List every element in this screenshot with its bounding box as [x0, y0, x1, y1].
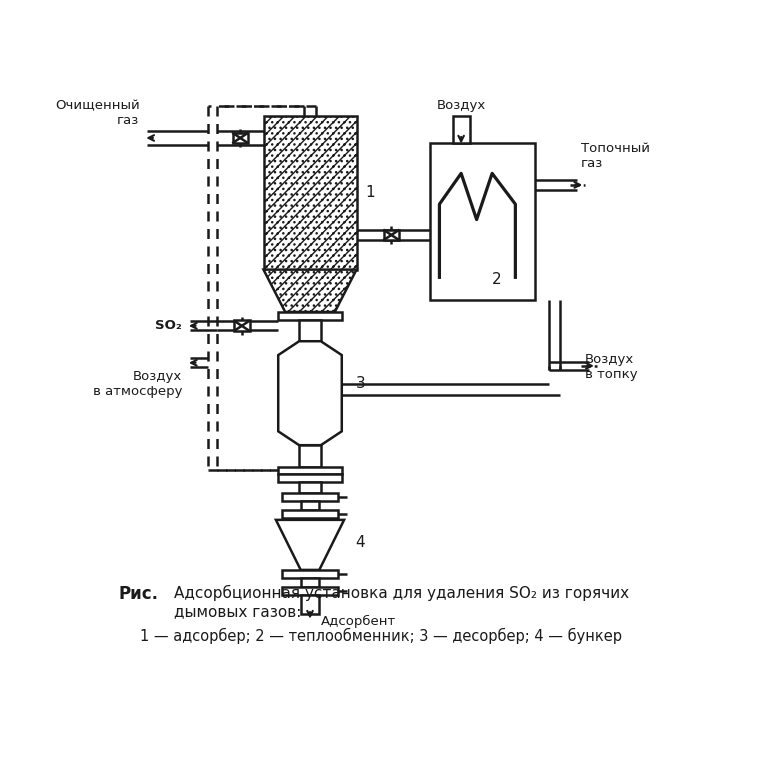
Bar [299, 320, 321, 342]
Bar [299, 445, 321, 466]
Bar [234, 321, 250, 332]
Bar [282, 587, 338, 594]
Bar [282, 493, 338, 500]
Bar [301, 500, 319, 510]
Bar [282, 510, 338, 517]
Text: SO₂: SO₂ [155, 319, 182, 332]
Bar [430, 143, 535, 301]
Text: 1 — адсорбер; 2 — теплообменник; 3 — десорбер; 4 — бункер: 1 — адсорбер; 2 — теплообменник; 3 — дес… [140, 628, 622, 644]
Text: Воздух
в атмосферу: Воздух в атмосферу [93, 370, 182, 398]
Text: Адсорбционная установка для удаления SO₂ из горячих
дымовых газов:: Адсорбционная установка для удаления SO₂… [174, 585, 629, 619]
Polygon shape [276, 520, 344, 570]
Text: Топочный
газ: Топочный газ [581, 142, 650, 170]
Text: 4: 4 [356, 536, 365, 550]
Text: Воздух
в топку: Воздух в топку [585, 353, 638, 381]
Text: 1: 1 [366, 185, 375, 200]
Text: 3: 3 [356, 376, 366, 391]
Polygon shape [264, 270, 356, 312]
Bar [278, 474, 342, 482]
Bar [264, 116, 356, 270]
Text: Воздух: Воздух [436, 99, 486, 112]
Bar [232, 133, 248, 143]
Text: 2: 2 [492, 271, 501, 287]
Text: Рис.: Рис. [119, 585, 159, 604]
Bar [282, 570, 338, 577]
Text: Очищенный
газ: Очищенный газ [55, 99, 140, 127]
Text: Адсорбент: Адсорбент [321, 615, 396, 628]
Bar [301, 594, 319, 614]
Bar [453, 116, 470, 143]
Polygon shape [278, 342, 342, 445]
Bar [301, 577, 319, 587]
Bar [384, 230, 399, 241]
Bar [278, 312, 342, 320]
Bar [299, 482, 321, 493]
Bar [278, 466, 342, 474]
